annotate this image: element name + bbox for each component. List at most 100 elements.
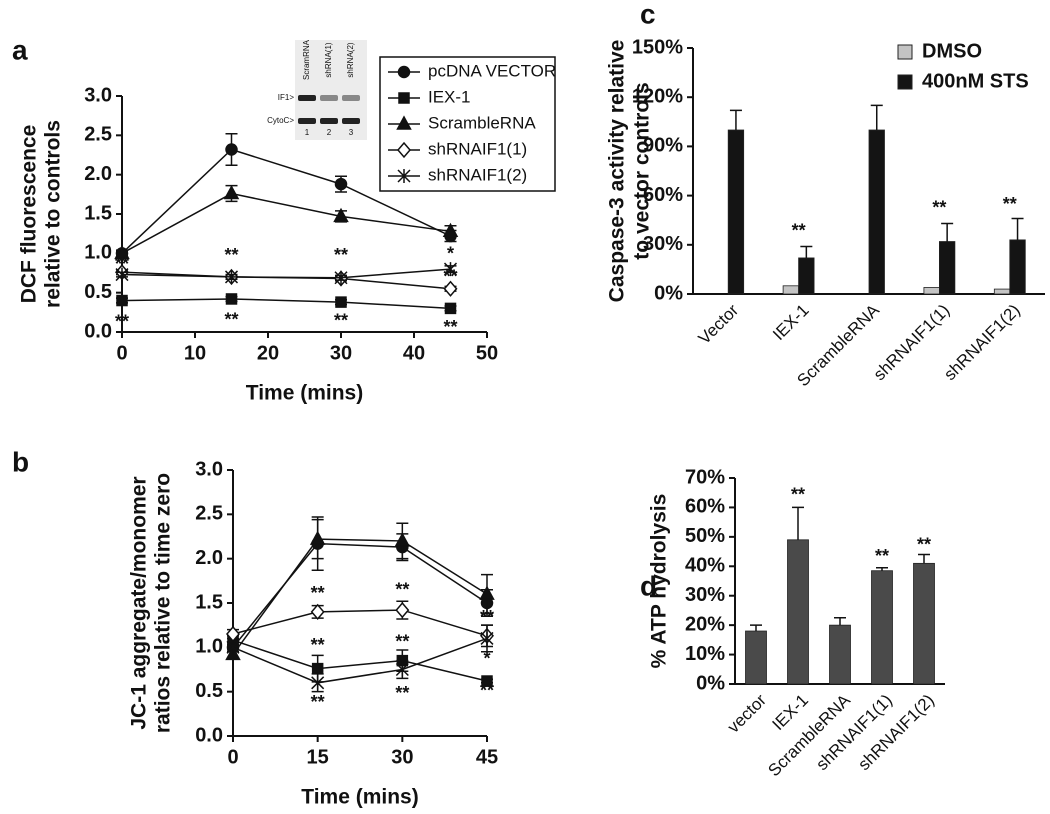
significance-mark: ** bbox=[791, 484, 805, 504]
y-tick-label: 1.0 bbox=[195, 636, 223, 658]
legend-label: DMSO bbox=[922, 40, 982, 62]
y-axis-label: Caspase-3 activity relative bbox=[606, 40, 629, 303]
marker bbox=[397, 169, 411, 183]
bar bbox=[939, 241, 956, 295]
marker bbox=[396, 115, 412, 130]
y-axis-label: relative to controls bbox=[42, 120, 65, 308]
marker bbox=[444, 302, 457, 315]
x-tick-label: shRNAIF1(2) bbox=[940, 301, 1024, 385]
blot-row-label: IF1> bbox=[278, 93, 295, 102]
x-tick-label: 0 bbox=[116, 342, 127, 364]
blot-lane-label: shRNA(1) bbox=[324, 42, 333, 77]
error-bar bbox=[800, 245, 813, 258]
marker bbox=[443, 280, 458, 297]
marker bbox=[479, 585, 495, 600]
marker bbox=[333, 207, 349, 223]
y-axis-label: % ATP hydrolysis bbox=[648, 494, 671, 669]
significance-mark: ** bbox=[334, 311, 348, 331]
marker bbox=[397, 141, 411, 159]
error-bar bbox=[729, 109, 742, 130]
y-axis-label: JC-1 aggregate/monomer bbox=[128, 476, 151, 729]
marker bbox=[397, 65, 411, 79]
y-tick-label: 2.0 bbox=[195, 547, 223, 569]
significance-mark: ** bbox=[480, 680, 494, 700]
y-tick-label: 2.5 bbox=[195, 503, 223, 525]
legend-label: ScrambleRNA bbox=[428, 113, 536, 132]
error-bar bbox=[792, 506, 804, 540]
significance-mark: ** bbox=[311, 692, 325, 712]
series-line bbox=[121, 298, 451, 310]
blot-lane-number: 3 bbox=[349, 128, 354, 137]
series-line bbox=[232, 609, 488, 637]
significance-mark: ** bbox=[792, 220, 806, 240]
bar bbox=[1009, 239, 1026, 295]
marker bbox=[223, 184, 240, 200]
blot-inset: ScramRNA 1 shRNA(1) 2 shRNA(2) 3 IF1> CytoC> bbox=[267, 39, 367, 140]
x-tick-label: vector bbox=[724, 690, 770, 736]
x-tick-label: 15 bbox=[307, 746, 329, 768]
x-tick-label: 50 bbox=[476, 342, 498, 364]
marker bbox=[442, 222, 459, 238]
panel-letter: a bbox=[12, 34, 28, 65]
y-tick-label: 60% bbox=[643, 184, 683, 206]
y-tick-label: 1.5 bbox=[84, 202, 112, 224]
marker bbox=[394, 532, 411, 547]
marker bbox=[398, 92, 410, 104]
marker bbox=[116, 294, 128, 307]
marker bbox=[226, 640, 240, 655]
error-bar bbox=[834, 617, 846, 626]
marker bbox=[481, 675, 493, 687]
marker bbox=[225, 143, 238, 156]
marker bbox=[443, 262, 458, 277]
error-bar bbox=[1011, 217, 1024, 240]
significance-mark: ** bbox=[311, 583, 325, 603]
y-tick-label: 2.5 bbox=[84, 124, 112, 146]
significance-mark: ** bbox=[480, 607, 494, 627]
significance-mark: ** bbox=[395, 632, 409, 652]
y-tick-label: 20% bbox=[685, 613, 725, 635]
panel-letter: c bbox=[640, 0, 656, 29]
x-tick-label: 30 bbox=[330, 342, 352, 364]
y-tick-label: 30% bbox=[685, 584, 725, 606]
bar bbox=[923, 287, 940, 295]
marker bbox=[311, 675, 325, 690]
significance-mark: ** bbox=[224, 245, 238, 265]
y-tick-label: 50% bbox=[685, 525, 725, 547]
significance-mark: ** bbox=[443, 266, 457, 286]
significance-mark: * bbox=[447, 244, 454, 264]
marker bbox=[225, 293, 238, 305]
series-line bbox=[121, 271, 451, 290]
marker bbox=[114, 244, 130, 260]
significance-mark: ** bbox=[334, 245, 348, 265]
marker bbox=[334, 270, 348, 285]
x-tick-label: IEX-1 bbox=[769, 301, 813, 345]
y-tick-label: 1.0 bbox=[84, 242, 112, 264]
y-tick-label: 0.5 bbox=[195, 680, 223, 702]
error-bar bbox=[870, 104, 883, 130]
bar bbox=[787, 539, 809, 685]
x-axis-label: Time (mins) bbox=[246, 382, 363, 405]
x-tick-label: 0 bbox=[227, 746, 238, 768]
series-line bbox=[232, 639, 488, 682]
bar bbox=[913, 562, 935, 685]
blot-lane-number: 1 bbox=[305, 128, 310, 137]
marker bbox=[480, 631, 494, 646]
marker bbox=[309, 530, 326, 545]
significance-mark: ** bbox=[1003, 194, 1017, 214]
bar bbox=[745, 630, 767, 685]
marker bbox=[311, 662, 324, 675]
y-tick-label: 0.0 bbox=[195, 724, 223, 746]
y-tick-label: 0% bbox=[654, 282, 683, 304]
series-line bbox=[232, 538, 488, 655]
significance-mark: ** bbox=[115, 254, 129, 274]
series-line bbox=[232, 542, 488, 648]
error-bar bbox=[918, 553, 930, 564]
x-tick-label: Vector bbox=[695, 300, 743, 348]
blot-lane-number: 2 bbox=[327, 128, 332, 137]
legend-label: pcDNA VECTOR bbox=[428, 61, 556, 80]
marker bbox=[334, 177, 348, 191]
error-bar bbox=[941, 222, 954, 242]
y-tick-label: 60% bbox=[685, 496, 725, 518]
blot-lane-label: shRNA(2) bbox=[346, 42, 355, 77]
bar bbox=[782, 285, 799, 295]
